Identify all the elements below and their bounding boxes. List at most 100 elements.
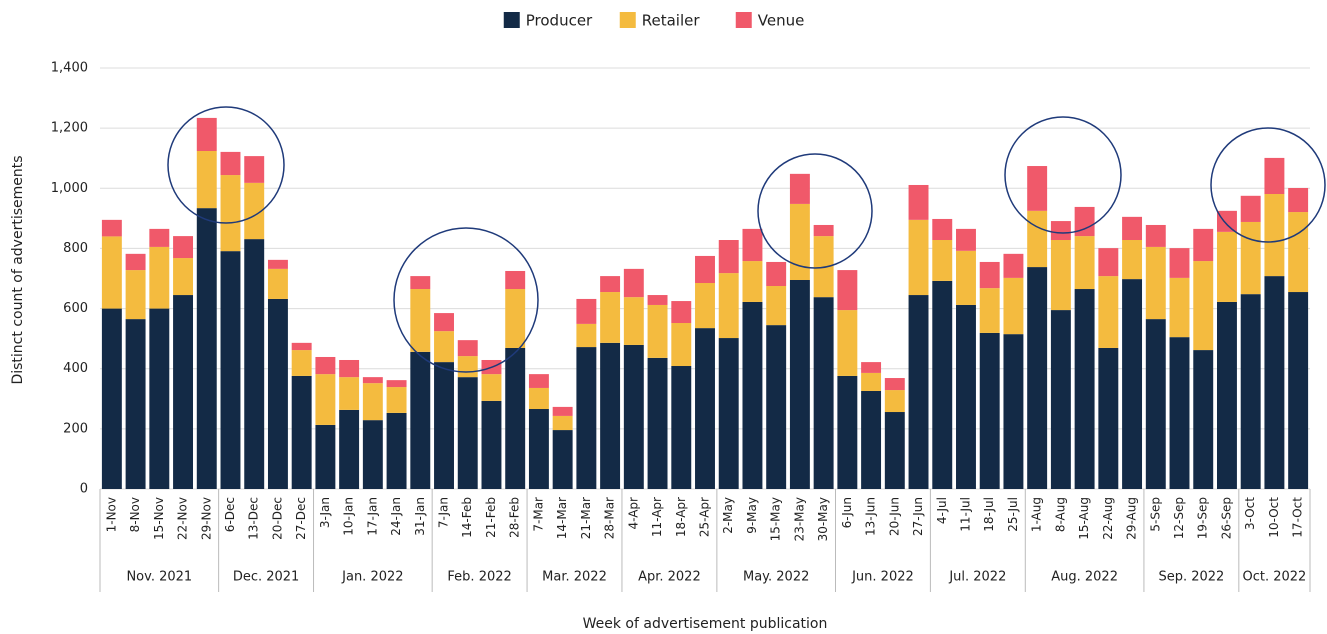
bar-segment [101, 236, 122, 309]
y-tick-label: 800 [63, 241, 88, 256]
bar-segment [718, 338, 739, 489]
bar-segment [291, 342, 312, 351]
bar-segment [671, 366, 692, 489]
bar-segment [528, 374, 549, 388]
bar-segment [837, 375, 858, 489]
bar-segment [766, 286, 787, 326]
x-tick-label: 1-Aug [1030, 497, 1044, 532]
bar-segment [932, 218, 953, 241]
bar-segment [861, 362, 882, 373]
bar-segment [789, 280, 810, 489]
bar-segment [1264, 276, 1285, 489]
bar-segment [979, 332, 1000, 489]
x-tick-label: 17-Jan [365, 497, 379, 536]
bar-segment [837, 270, 858, 311]
x-tick-label: 7-Jan [437, 497, 451, 528]
bar-segment [457, 356, 478, 378]
group-label: Jun. 2022 [851, 570, 914, 585]
bar-segment [1122, 216, 1143, 241]
x-tick-label: 20-Dec [270, 497, 284, 540]
bar-segment [718, 273, 739, 339]
bar-segment [339, 359, 360, 378]
bar-segment [173, 258, 194, 296]
bar-segment [505, 289, 526, 348]
bar-segment [766, 261, 787, 287]
x-tick-label: 15-May [769, 497, 783, 541]
bar-segment [623, 344, 644, 489]
y-tick-label: 0 [80, 482, 88, 497]
bar-segment [505, 347, 526, 489]
bar-segment [1288, 212, 1309, 293]
bar-segment [220, 251, 241, 489]
bar-segment [813, 224, 834, 237]
bar-segment [600, 276, 621, 293]
bar-segment [173, 295, 194, 489]
bar-segment [647, 304, 668, 358]
bar-segment [1074, 206, 1095, 237]
highlight-circle [393, 227, 539, 373]
bar-segment [718, 240, 739, 274]
bar-segment [1169, 248, 1190, 278]
x-tick-label: 18-Jul [982, 497, 996, 532]
bar-segment [315, 356, 336, 375]
bar-segment [339, 409, 360, 489]
bar-segment [742, 261, 763, 302]
bar-segment [1193, 350, 1214, 489]
bar-segment [1240, 195, 1261, 222]
bar-segment [196, 150, 217, 209]
bar-segment [908, 295, 929, 489]
x-tick-label: 4-Jul [935, 497, 949, 524]
bar-segment [1098, 276, 1119, 348]
bar-segment [1027, 166, 1048, 211]
bar-segment [1074, 236, 1095, 290]
legend-label: Retailer [642, 12, 701, 30]
y-tick-label: 200 [63, 421, 88, 436]
x-tick-label: 14-Mar [555, 497, 569, 539]
bar-segment [861, 390, 882, 489]
bar-segment [1145, 319, 1166, 489]
group-label: Feb. 2022 [447, 570, 511, 585]
bar-segment [267, 259, 288, 269]
x-tick-label: 23-May [792, 497, 806, 541]
bar-segment [623, 268, 644, 298]
x-tick-label: 2-May [721, 497, 735, 534]
x-tick-label: 19-Sep [1196, 497, 1210, 539]
legend-label: Producer [526, 12, 593, 30]
x-tick-label: 15-Nov [152, 497, 166, 540]
bar-segment [671, 323, 692, 367]
bar-segment [600, 342, 621, 489]
bar-segment [434, 313, 454, 332]
highlight-circle [1210, 127, 1326, 243]
bar-segment [932, 240, 953, 281]
bar-segment [1288, 292, 1309, 489]
group-label: Jan. 2022 [341, 570, 403, 585]
bar-segment [362, 420, 383, 489]
bar-segment [149, 246, 170, 309]
x-tick-label: 29-Nov [199, 497, 213, 540]
group-label: Jul. 2022 [948, 570, 1006, 585]
legend-label: Venue [758, 12, 805, 30]
bar-segment [884, 412, 905, 489]
bar-segment [671, 301, 692, 324]
bar-segment [1169, 277, 1190, 338]
bar-segment [267, 268, 288, 299]
bar-segment [315, 374, 336, 425]
x-tick-label: 10-Jan [342, 497, 356, 536]
bar-segment [884, 378, 905, 391]
bar-segment [552, 430, 573, 489]
bar-segment [908, 184, 929, 220]
highlight-circle [167, 106, 285, 224]
highlight-circle [1004, 116, 1122, 234]
bar-segment [789, 173, 810, 204]
bar-segment [481, 400, 502, 489]
bar-segment [267, 298, 288, 489]
bar-segment [410, 276, 431, 290]
bar-segment [386, 412, 407, 489]
bar-segment [1050, 240, 1071, 311]
bar-segment [1216, 210, 1237, 232]
x-axis-title: Week of advertisement publication [583, 616, 828, 632]
x-tick-label: 29-Aug [1125, 497, 1139, 540]
x-tick-label: 12-Sep [1172, 497, 1186, 539]
group-label: Mar. 2022 [542, 570, 607, 585]
